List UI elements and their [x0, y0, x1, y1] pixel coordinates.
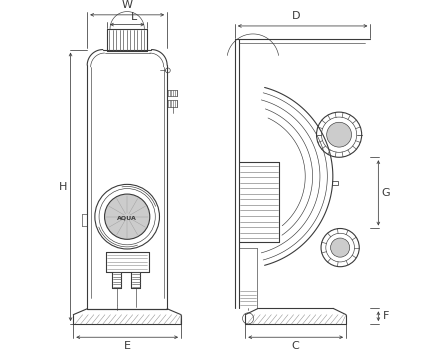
Text: AQUA: AQUA [117, 216, 137, 221]
Circle shape [104, 194, 149, 239]
Text: F: F [382, 311, 388, 321]
Circle shape [330, 238, 349, 257]
Text: L: L [131, 12, 137, 22]
Text: H: H [59, 182, 67, 192]
Text: C: C [291, 341, 299, 351]
Circle shape [326, 122, 351, 147]
Bar [332, 180, 338, 185]
Text: W: W [122, 0, 132, 10]
Text: D: D [291, 11, 299, 21]
Text: E: E [123, 341, 130, 351]
Text: G: G [381, 188, 389, 198]
